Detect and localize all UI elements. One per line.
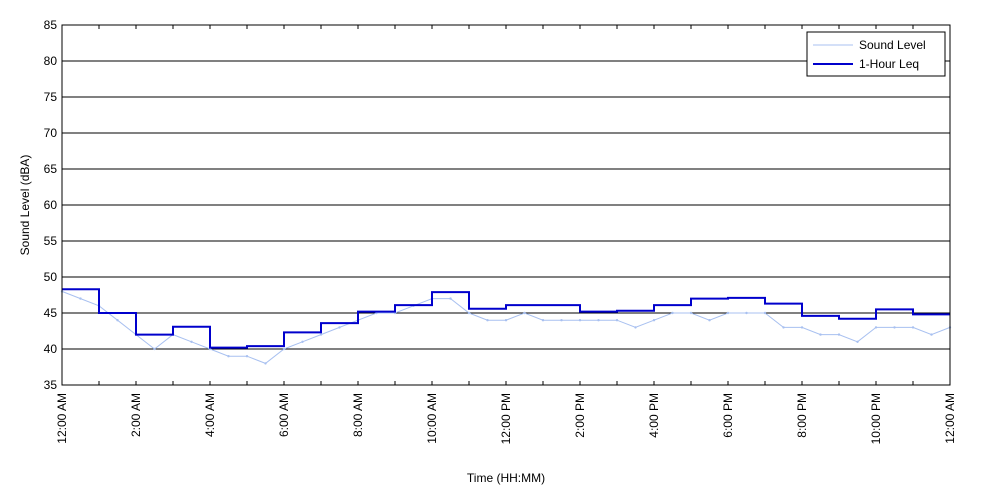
sound-level-point [856, 340, 859, 343]
x-tick-label: 8:00 AM [351, 393, 365, 437]
sound-level-point [837, 333, 841, 336]
sound-level-point [597, 319, 600, 322]
sound-level-point [671, 311, 674, 315]
y-tick-label: 70 [44, 126, 58, 140]
sound-level-point [893, 326, 896, 329]
y-tick-label: 45 [44, 306, 58, 320]
sound-level-point [79, 297, 82, 300]
sound-level-point [930, 333, 933, 336]
legend: Sound Level 1-Hour Leq [806, 31, 946, 77]
sound-level-point [782, 326, 785, 329]
x-tick-label: 6:00 PM [721, 393, 735, 438]
sound-level-point [190, 340, 193, 343]
y-tick-label: 85 [44, 18, 58, 32]
x-tick-label: 12:00 PM [499, 393, 513, 444]
x-axis-label: Time (HH:MM) [467, 471, 545, 485]
y-tick-label: 40 [44, 342, 58, 356]
legend-label-leq: 1-Hour Leq [859, 57, 919, 71]
sound-level-point [708, 319, 711, 322]
y-tick-label: 80 [44, 54, 58, 68]
sound-level-point [819, 333, 822, 336]
y-tick-label: 55 [44, 234, 58, 248]
sound-level-point [301, 340, 304, 343]
sound-level-point [486, 319, 489, 322]
sound-level-point [615, 319, 619, 322]
y-tick-label: 50 [44, 270, 58, 284]
series-layer [60, 288, 952, 365]
y-tick-label: 60 [44, 198, 58, 212]
sound-level-point [467, 311, 471, 315]
sound-level-point [504, 319, 508, 322]
sound-level-point [560, 319, 563, 322]
sound-level-point [689, 311, 693, 315]
sound-level-point [652, 319, 656, 322]
sound-level-point [541, 319, 545, 322]
sound-level-point [227, 355, 230, 358]
sound-level-point [264, 362, 267, 365]
sound-level-point [153, 347, 156, 351]
legend-label-sound-level: Sound Level [859, 38, 926, 52]
legend-box [806, 31, 946, 77]
leq-step-line [62, 288, 950, 349]
sound-level-point [282, 347, 286, 351]
x-tick-label: 10:00 PM [869, 393, 883, 444]
x-tick-label: 4:00 AM [203, 393, 217, 437]
y-tick-label: 75 [44, 90, 58, 104]
y-axis-label: Sound Level (dBA) [18, 155, 32, 256]
sound-level-point [874, 326, 878, 329]
sound-level-point [634, 326, 637, 329]
sound-level-point [726, 311, 730, 315]
x-tick-label: 10:00 AM [425, 393, 439, 444]
sound-level-point [763, 311, 767, 315]
sound-level-point [319, 333, 323, 336]
sound-level-point [800, 326, 804, 329]
x-tick-label: 8:00 PM [795, 393, 809, 438]
sound-level-point [245, 355, 249, 358]
sound-level-point [523, 311, 526, 315]
sound-level-point [911, 326, 915, 329]
sound-level-point [449, 297, 452, 300]
sound-level-point [745, 311, 748, 315]
x-tick-label: 12:00 AM [943, 393, 957, 444]
sound-level-point [338, 326, 341, 329]
sound-level-point [578, 319, 582, 322]
x-tick-label: 6:00 AM [277, 393, 291, 437]
axis-ticks: 35 40 45 50 55 60 65 70 75 80 85 12:00 AM 2:00 AM 4:0… [44, 18, 957, 444]
x-tick-label: 2:00 AM [129, 393, 143, 437]
x-tick-label: 12:00 AM [55, 393, 69, 444]
x-tick-label: 4:00 PM [647, 393, 661, 438]
x-tick-label: 2:00 PM [573, 393, 587, 438]
y-tick-label: 35 [44, 378, 58, 392]
y-tick-label: 65 [44, 162, 58, 176]
sound-level-point [116, 319, 119, 322]
